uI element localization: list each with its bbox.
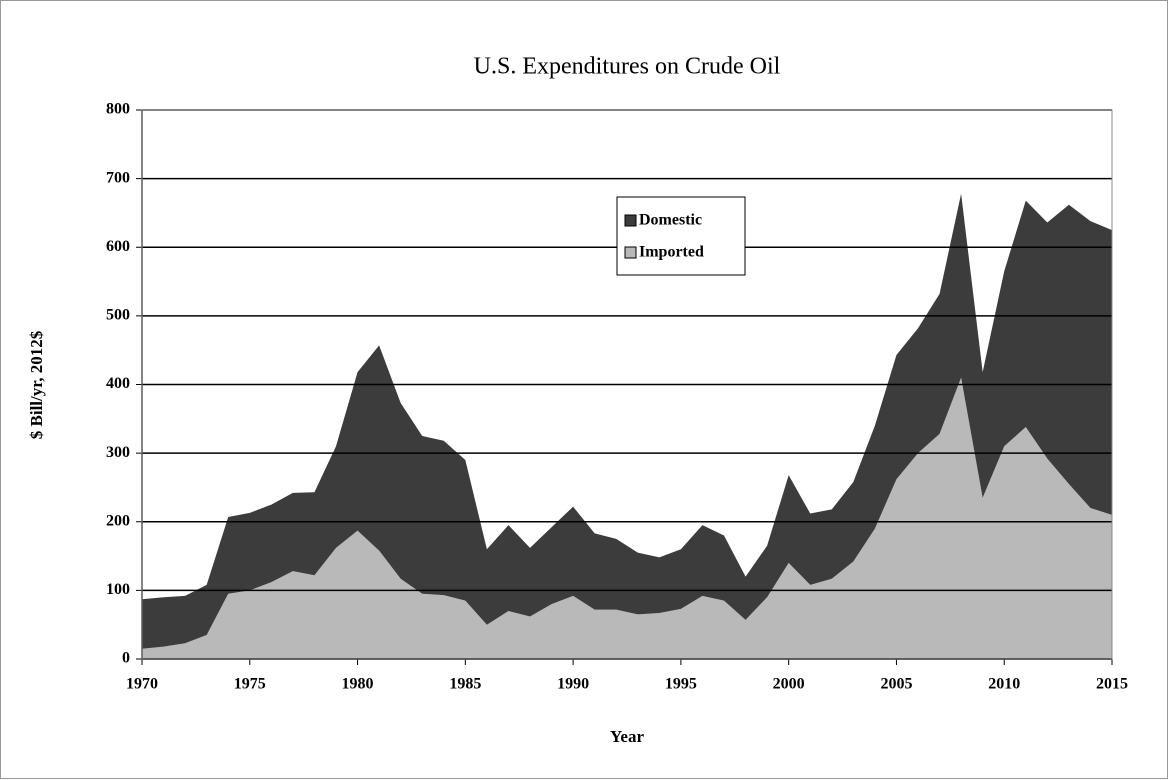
x-tick-label: 1995 <box>665 676 697 693</box>
x-tick-label: 1975 <box>234 676 266 693</box>
y-tick-label: 400 <box>106 375 130 392</box>
y-tick-label: 300 <box>106 444 130 461</box>
x-tick-label: 2010 <box>988 676 1020 693</box>
x-tick-label: 1985 <box>449 676 481 693</box>
y-tick-label: 600 <box>106 238 130 255</box>
y-tick-label: 0 <box>122 650 130 667</box>
x-tick-label: 2005 <box>880 676 912 693</box>
x-tick-label: 1980 <box>342 676 374 693</box>
y-tick-label: 700 <box>106 169 130 186</box>
area <box>142 377 1112 659</box>
y-tick-label: 800 <box>106 101 130 118</box>
plot-border <box>141 109 1113 660</box>
legend <box>616 196 746 276</box>
x-tick-label: 1970 <box>126 676 158 693</box>
y-tick-label: 100 <box>106 581 130 598</box>
area <box>142 193 1112 649</box>
legend-swatch <box>624 246 637 259</box>
x-tick-label: 1990 <box>557 676 589 693</box>
chart-title: U.S. Expenditures on Crude Oil <box>474 54 781 80</box>
legend-label: Imported <box>639 244 704 261</box>
x-axis-label: Year <box>610 727 644 746</box>
legend-label: Domestic <box>639 212 702 229</box>
y-axis-label: $ Bill/yr, 2012$ <box>27 330 46 439</box>
y-tick-label: 200 <box>106 512 130 529</box>
y-tick-label: 500 <box>106 307 130 324</box>
x-tick-label: 2000 <box>773 676 805 693</box>
x-tick-label: 2015 <box>1096 676 1128 693</box>
legend-swatch <box>624 214 637 227</box>
